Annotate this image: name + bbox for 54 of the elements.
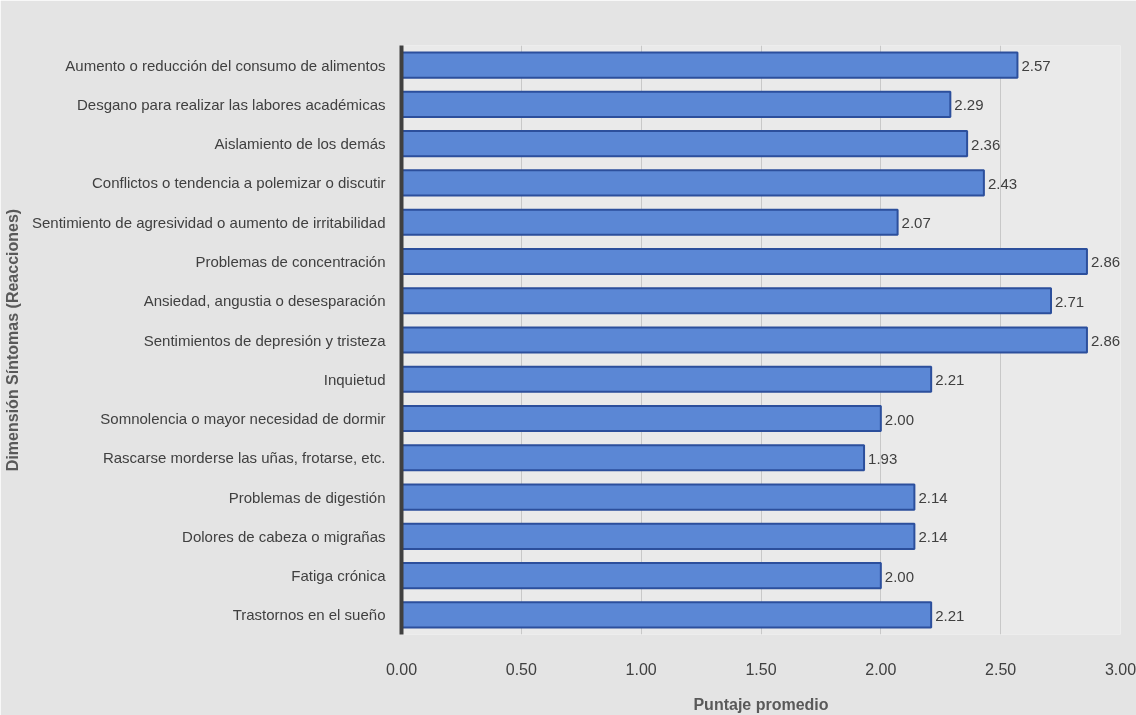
data-label: 2.00 xyxy=(884,567,915,585)
bar xyxy=(401,287,1052,315)
bar xyxy=(401,404,882,433)
y-tick-label: Dolores de cabeza o migrañas xyxy=(182,527,386,545)
x-tick-label: 1.50 xyxy=(745,660,777,678)
y-tick-label: Rascarse morderse las uñas, frotarse, etc. xyxy=(102,449,386,467)
x-axis-title: Puntaje promedio xyxy=(693,695,829,713)
y-tick-label: Conflictos o tendencia a polemizar o discutir xyxy=(92,174,386,192)
y-tick-label: Inquietud xyxy=(323,370,386,388)
bar xyxy=(401,90,952,118)
data-label: 2.36 xyxy=(971,135,1001,153)
data-label: 2.14 xyxy=(918,489,948,507)
bar xyxy=(401,601,933,629)
data-label: 2.07 xyxy=(901,214,931,232)
data-label: 2.29 xyxy=(954,96,984,114)
y-tick-label: Aislamiento de los demás xyxy=(214,135,386,153)
data-label: 2.21 xyxy=(935,371,965,389)
bar xyxy=(401,208,899,236)
y-tick-label: Somnolencia o mayor necesidad de dormir xyxy=(100,410,386,428)
y-tick-label: Fatiga crónica xyxy=(291,567,387,585)
y-axis-title: Dimensión Síntomas (Reacciones) xyxy=(3,208,21,472)
y-tick-label: Trastornos en el sueño xyxy=(232,606,386,624)
bar xyxy=(401,326,1088,354)
bar xyxy=(401,365,933,393)
data-label: 1.93 xyxy=(868,449,898,467)
y-tick-label: Sentimientos de depresión y tristeza xyxy=(143,331,387,349)
y-tick-label: Desgano para realizar las labores académicas xyxy=(77,95,386,113)
y-tick-label: Aumento o reducción del consumo de alimentos xyxy=(65,56,386,74)
x-tick-label: 3.00 xyxy=(1104,660,1136,678)
data-label: 2.14 xyxy=(918,528,948,546)
y-tick-label: Problemas de concentración xyxy=(195,252,386,270)
bar xyxy=(401,444,866,472)
bar xyxy=(401,51,1019,79)
bar xyxy=(401,562,882,590)
y-tick-label: Ansiedad, angustia o desesparación xyxy=(143,292,386,310)
bar xyxy=(401,247,1088,276)
y-tick-label: Problemas de digestión xyxy=(228,488,386,506)
x-tick-label: 1.00 xyxy=(625,660,657,678)
x-tick-label: 0.00 xyxy=(385,660,418,678)
data-label: 2.00 xyxy=(884,410,915,428)
bar xyxy=(401,483,916,511)
x-tick-label: 2.00 xyxy=(865,660,897,678)
data-label: 2.86 xyxy=(1090,253,1121,271)
data-label: 2.86 xyxy=(1090,332,1121,349)
x-tick-label: 0.50 xyxy=(505,660,538,678)
bar xyxy=(401,522,916,550)
y-tick-label: Sentimiento de agresividad o aumento de irritabilidad xyxy=(31,213,386,231)
x-tick-label: 2.50 xyxy=(985,660,1017,678)
data-label: 2.21 xyxy=(935,606,965,624)
bar xyxy=(401,169,985,197)
data-label: 2.71 xyxy=(1055,292,1085,310)
data-label: 2.57 xyxy=(1021,57,1051,75)
bar xyxy=(401,130,969,158)
data-label: 2.43 xyxy=(987,174,1018,192)
